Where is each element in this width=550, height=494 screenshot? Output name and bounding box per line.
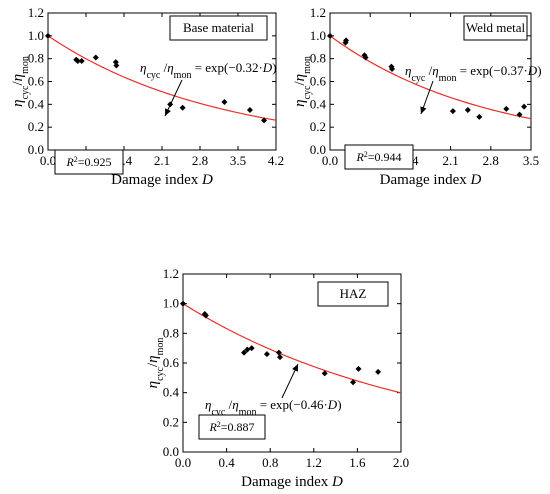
x-tick-label: 3.5 — [230, 153, 246, 168]
data-point — [277, 354, 284, 361]
arrowhead — [420, 106, 427, 114]
y-tick-label: 0.4 — [163, 385, 180, 400]
data-point — [45, 32, 51, 39]
material-label-box — [317, 281, 389, 307]
data-point — [503, 105, 510, 112]
x-tick-label: 0.0 — [322, 153, 338, 168]
y-tick-label: 0.8 — [310, 51, 326, 66]
y-tick-label: 1.0 — [28, 28, 44, 43]
arrowhead — [165, 108, 171, 116]
y-tick-label: 1.2 — [310, 5, 326, 20]
data-point — [350, 379, 357, 386]
y-tick-label: 0.6 — [28, 74, 45, 89]
arrowhead — [292, 364, 298, 372]
chart-panel-3: 0.0 0.4 0.8 1.2 1.6 2.0 0.0 0.2 0.4 0.6 0.8 1.0 1.2 D… — [145, 266, 409, 490]
y-tick-label: 1.0 — [163, 296, 179, 311]
y-tick-label: 0.0 — [310, 142, 326, 157]
data-point — [180, 300, 186, 307]
x-tick-label: 2.1 — [154, 153, 170, 168]
r-squared-box — [54, 149, 124, 175]
x-tick-label: 2.0 — [393, 455, 409, 470]
data-point — [248, 345, 255, 352]
r-squared-box — [198, 414, 266, 440]
data-point — [521, 103, 528, 110]
x-tick-label: 0.0 — [40, 153, 56, 168]
data-point — [92, 54, 99, 61]
data-point — [476, 113, 483, 120]
x-axis-label: Damage index D — [241, 474, 343, 490]
material-label: HAZ — [340, 286, 367, 301]
y-tick-label: 0.6 — [310, 74, 327, 89]
data-point — [375, 368, 382, 375]
data-point — [321, 370, 328, 377]
x-tick-label: 1.2 — [306, 455, 322, 470]
chart-panel-2: 0.00.71.42.12.83.50.00.20.40.60.81.01.2D… — [292, 5, 542, 188]
y-tick-label: 1.2 — [163, 266, 179, 281]
y-tick-label: 0.2 — [28, 119, 44, 134]
data-point — [246, 107, 253, 114]
data-point — [362, 54, 369, 61]
data-point — [261, 117, 268, 124]
y-tick-label: 1.0 — [310, 28, 326, 43]
r-squared-label: R2=0.925 — [65, 155, 111, 170]
r-squared-box — [344, 144, 414, 170]
fit-equation: ηcyc /ηmon = exp(−0.32·D) — [140, 60, 277, 81]
r-squared-label: R2=0.944 — [355, 150, 401, 165]
x-tick-label: 2.1 — [442, 153, 458, 168]
fit-equation: ηcyc /ηmon = exp(−0.46·D) — [205, 397, 342, 418]
x-axis-label: Damage index D — [380, 172, 482, 188]
x-tick-label: 0.8 — [262, 455, 278, 470]
y-tick-label: 0.8 — [163, 325, 179, 340]
data-point — [449, 108, 456, 115]
x-tick-label: 0.4 — [218, 455, 235, 470]
x-tick-label: 0.0 — [175, 455, 191, 470]
data-point — [327, 32, 333, 39]
fit-equation: ηcyc /ηmon = exp(−0.37·D) — [405, 63, 542, 84]
y-tick-label: 0.2 — [310, 119, 326, 134]
material-label: Base material — [183, 20, 254, 35]
x-tick-label: 4.2 — [268, 153, 284, 168]
fit-curve — [47, 35, 277, 121]
data-point — [275, 349, 282, 356]
data-point — [74, 57, 81, 64]
y-tick-label: 0.2 — [163, 414, 179, 429]
fit-curve — [182, 303, 402, 394]
y-axis-label: ηcyc/ηmon — [10, 56, 31, 107]
data-point — [464, 107, 471, 114]
y-tick-label: 0.6 — [163, 355, 180, 370]
data-point — [355, 365, 362, 372]
chart-panel-1: 0.00.71.42.12.83.54.20.00.20.40.60.81.01… — [10, 5, 284, 188]
y-axis-label: ηcyc/ηmon — [145, 338, 166, 389]
data-point — [113, 62, 120, 69]
r-squared-label: R2=0.887 — [208, 420, 254, 435]
y-tick-label: 0.0 — [28, 142, 44, 157]
material-label-box — [463, 15, 528, 41]
x-axis-label: Damage index D — [111, 172, 213, 188]
data-point — [221, 99, 228, 106]
data-point — [516, 111, 523, 118]
data-point — [263, 351, 270, 358]
y-tick-label: 0.4 — [310, 96, 327, 111]
x-tick-label: 2.8 — [483, 153, 499, 168]
y-tick-label: 0.8 — [28, 51, 44, 66]
data-point — [78, 57, 85, 64]
y-axis-label: ηcyc/ηmon — [292, 56, 313, 107]
data-point — [241, 349, 248, 356]
data-point — [179, 104, 186, 111]
data-point — [389, 65, 396, 72]
x-tick-label: 3.5 — [523, 153, 539, 168]
material-label: Weld metal — [466, 20, 526, 35]
data-point — [202, 312, 209, 319]
y-tick-label: 0.0 — [163, 444, 179, 459]
x-tick-label: 2.8 — [192, 153, 208, 168]
x-tick-label: 1.6 — [349, 455, 366, 470]
data-point — [343, 37, 350, 44]
material-label-box — [169, 15, 268, 41]
y-tick-label: 1.2 — [28, 5, 44, 20]
y-tick-label: 0.4 — [28, 96, 45, 111]
